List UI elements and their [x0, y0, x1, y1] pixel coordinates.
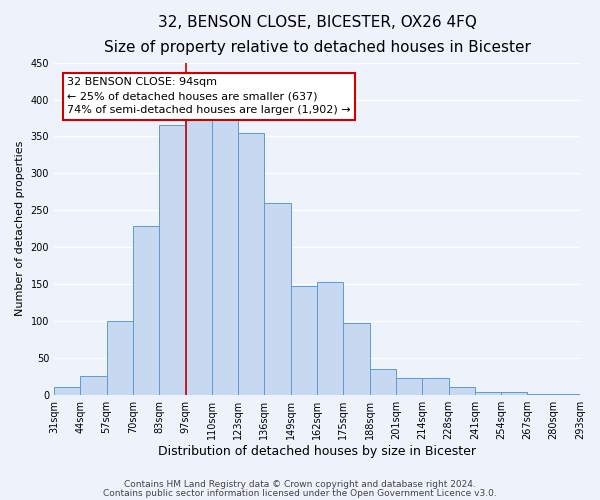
Text: Contains public sector information licensed under the Open Government Licence v3: Contains public sector information licen… — [103, 488, 497, 498]
Title: 32, BENSON CLOSE, BICESTER, OX26 4FQ
Size of property relative to detached house: 32, BENSON CLOSE, BICESTER, OX26 4FQ Siz… — [104, 15, 530, 54]
Bar — [396, 378, 422, 394]
Bar — [501, 392, 527, 394]
Bar — [238, 133, 265, 394]
Bar — [54, 388, 80, 394]
Bar — [317, 282, 343, 395]
Bar — [107, 321, 133, 394]
Text: 32 BENSON CLOSE: 94sqm
← 25% of detached houses are smaller (637)
74% of semi-de: 32 BENSON CLOSE: 94sqm ← 25% of detached… — [67, 78, 351, 116]
Bar — [133, 226, 159, 394]
Bar — [291, 286, 317, 395]
Text: Contains HM Land Registry data © Crown copyright and database right 2024.: Contains HM Land Registry data © Crown c… — [124, 480, 476, 489]
Bar — [185, 120, 212, 394]
Bar — [475, 392, 501, 394]
X-axis label: Distribution of detached houses by size in Bicester: Distribution of detached houses by size … — [158, 444, 476, 458]
Y-axis label: Number of detached properties: Number of detached properties — [15, 141, 25, 316]
Bar — [449, 388, 475, 394]
Bar — [80, 376, 107, 394]
Bar — [212, 119, 238, 394]
Bar — [265, 203, 291, 394]
Bar — [370, 369, 396, 394]
Bar — [422, 378, 449, 394]
Bar — [159, 126, 185, 394]
Bar — [343, 323, 370, 394]
